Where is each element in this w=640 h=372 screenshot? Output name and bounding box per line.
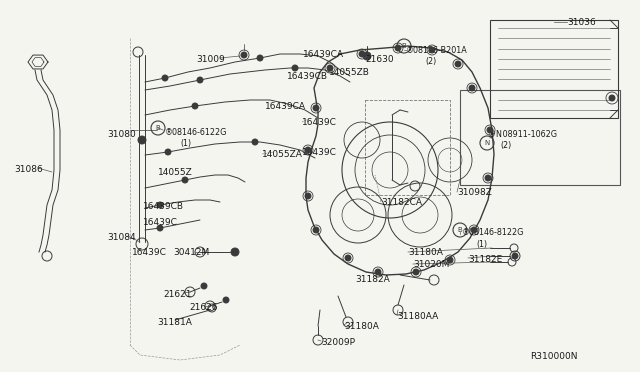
Bar xyxy=(460,90,620,185)
Bar xyxy=(365,100,450,195)
Circle shape xyxy=(469,85,475,91)
Text: (1): (1) xyxy=(180,139,191,148)
Text: ®N 08911-1062G: ®N 08911-1062G xyxy=(488,130,557,139)
Text: 31182E: 31182E xyxy=(468,255,502,264)
Text: 31182A: 31182A xyxy=(355,275,390,284)
Circle shape xyxy=(201,283,207,289)
Text: 31084: 31084 xyxy=(107,233,136,242)
Circle shape xyxy=(223,297,229,303)
Text: 31036: 31036 xyxy=(567,18,596,27)
Circle shape xyxy=(327,65,333,71)
Circle shape xyxy=(345,255,351,261)
Text: (1): (1) xyxy=(476,240,487,249)
Text: 31020M: 31020M xyxy=(413,260,449,269)
Circle shape xyxy=(487,127,493,133)
Text: 14055ZA: 14055ZA xyxy=(262,150,303,159)
Text: 14055Z: 14055Z xyxy=(158,168,193,177)
Circle shape xyxy=(363,52,371,60)
Circle shape xyxy=(375,269,381,275)
Circle shape xyxy=(197,77,203,83)
Circle shape xyxy=(157,202,163,208)
Text: 16439CA: 16439CA xyxy=(303,50,344,59)
Circle shape xyxy=(471,227,477,233)
Text: (2): (2) xyxy=(425,57,436,66)
Text: 31080: 31080 xyxy=(107,130,136,139)
Circle shape xyxy=(429,47,435,53)
Text: 31182CA: 31182CA xyxy=(381,198,422,207)
Circle shape xyxy=(292,65,298,71)
Text: N: N xyxy=(484,140,490,146)
Text: 16439C: 16439C xyxy=(302,118,337,127)
Text: 31086: 31086 xyxy=(14,165,43,174)
Circle shape xyxy=(305,147,311,153)
Text: 21630: 21630 xyxy=(365,55,394,64)
Circle shape xyxy=(182,177,188,183)
Circle shape xyxy=(413,269,419,275)
Text: 16439C: 16439C xyxy=(302,148,337,157)
Text: 31009: 31009 xyxy=(196,55,225,64)
Circle shape xyxy=(455,61,461,67)
Circle shape xyxy=(485,175,491,181)
Text: 16439CB: 16439CB xyxy=(143,202,184,211)
Circle shape xyxy=(165,149,171,155)
Circle shape xyxy=(257,55,263,61)
Text: 16439CB: 16439CB xyxy=(287,72,328,81)
Text: ®08146-8122G: ®08146-8122G xyxy=(462,228,524,237)
Text: 31098Z: 31098Z xyxy=(457,188,492,197)
Text: 31180A: 31180A xyxy=(344,322,379,331)
Circle shape xyxy=(231,248,239,256)
Text: 30412M: 30412M xyxy=(173,248,209,257)
Text: 21621: 21621 xyxy=(163,290,191,299)
Text: 14055ZB: 14055ZB xyxy=(329,68,370,77)
Circle shape xyxy=(138,136,146,144)
Circle shape xyxy=(192,103,198,109)
Circle shape xyxy=(305,193,311,199)
Text: 31180AA: 31180AA xyxy=(397,312,438,321)
Circle shape xyxy=(157,225,163,231)
Text: 32009P: 32009P xyxy=(321,338,355,347)
Text: ®08186-B201A: ®08186-B201A xyxy=(406,46,468,55)
Circle shape xyxy=(609,95,615,101)
Circle shape xyxy=(313,227,319,233)
Circle shape xyxy=(313,105,319,111)
Circle shape xyxy=(252,139,258,145)
Circle shape xyxy=(395,45,401,51)
Circle shape xyxy=(512,253,518,259)
Text: B: B xyxy=(402,43,406,49)
Text: 21626: 21626 xyxy=(189,303,218,312)
Text: 16439C: 16439C xyxy=(143,218,178,227)
Text: (2): (2) xyxy=(500,141,511,150)
Text: 16439CA: 16439CA xyxy=(265,102,306,111)
Text: 16439C: 16439C xyxy=(132,248,167,257)
Text: B: B xyxy=(458,227,462,233)
Circle shape xyxy=(447,257,453,263)
Text: 31180A: 31180A xyxy=(408,248,443,257)
Circle shape xyxy=(162,75,168,81)
Text: 31181A: 31181A xyxy=(157,318,192,327)
Circle shape xyxy=(241,52,247,58)
Text: R310000N: R310000N xyxy=(530,352,577,361)
Circle shape xyxy=(359,51,365,57)
Text: B: B xyxy=(156,125,161,131)
Text: ®08146-6122G: ®08146-6122G xyxy=(165,128,227,137)
Bar xyxy=(490,20,618,118)
